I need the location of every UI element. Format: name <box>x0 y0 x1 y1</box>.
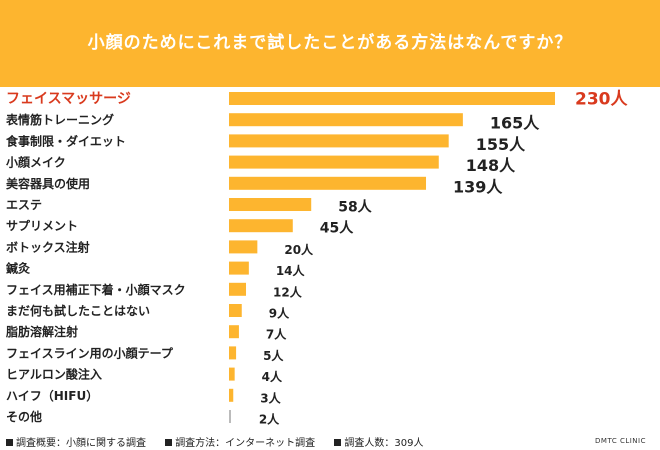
square-bullet-icon <box>165 439 173 446</box>
value-label: 20人 <box>284 242 314 257</box>
bar <box>229 304 242 317</box>
category-label: ボトックス注射 <box>6 239 90 254</box>
bar <box>229 282 247 296</box>
value-label: 165人 <box>490 114 540 133</box>
category-label: 鍼灸 <box>6 261 30 276</box>
header-banner <box>0 0 660 87</box>
survey-footer: 調査概要：小顔に関する調査 調査方法：インターネット調査 調査人数：309人 <box>6 434 439 449</box>
category-label: 脂肪溶解注射 <box>5 324 78 339</box>
bar <box>229 410 231 423</box>
category-label: 食事制限・ダイエット <box>5 133 126 148</box>
bar <box>229 176 427 190</box>
value-label: 139人 <box>453 177 503 196</box>
bar <box>229 198 312 211</box>
footer-item-method: 調査方法：インターネット調査 <box>165 438 315 449</box>
value-label: 58人 <box>338 199 372 216</box>
footer-item-count: 調査人数：309人 <box>334 438 423 449</box>
footer-item-overview: 調査概要：小顔に関する調査 <box>6 438 146 449</box>
category-label: 小顔メイク <box>6 155 66 170</box>
bar <box>229 367 235 381</box>
category-label: 表情筋トレーニング <box>5 112 114 127</box>
value-label: 7人 <box>266 327 287 342</box>
value-label: 45人 <box>320 220 354 237</box>
bar <box>229 155 439 169</box>
value-label: 4人 <box>262 369 283 384</box>
value-label: 3人 <box>260 390 281 405</box>
value-label: 148人 <box>466 156 516 175</box>
value-label: 12人 <box>273 284 303 299</box>
category-label: フェイスマッサージ <box>6 91 131 107</box>
category-label: その他 <box>6 409 42 424</box>
square-bullet-icon <box>334 439 342 446</box>
brand-logo-text: DMTC CLINIC <box>595 437 646 445</box>
bar <box>229 219 293 233</box>
category-label: フェイスライン用の小顔テープ <box>6 345 174 360</box>
bar <box>229 134 449 148</box>
value-label: 14人 <box>276 263 306 278</box>
value-label: 230人 <box>575 90 628 110</box>
bar <box>229 388 234 402</box>
bar <box>229 92 555 105</box>
category-label: フェイス用補正下着・小顔マスク <box>6 282 186 297</box>
category-label: ヒアルロン酸注入 <box>6 367 102 382</box>
value-label: 155人 <box>476 135 526 154</box>
bar <box>229 240 258 254</box>
category-label: ハイフ（HIFU） <box>6 388 98 403</box>
category-label: まだ何も試したことはない <box>6 303 150 318</box>
chart-title: 小顔のためにこれまで試したことがある方法はなんですか？ <box>87 33 573 53</box>
bar <box>229 113 463 127</box>
value-label: 9人 <box>269 306 290 321</box>
value-label: 2人 <box>259 412 280 427</box>
value-label: 5人 <box>263 348 284 363</box>
square-bullet-icon <box>6 439 13 446</box>
category-label: 美容器具の使用 <box>6 176 90 191</box>
bar <box>229 261 249 275</box>
category-label: エステ <box>6 198 42 212</box>
bar <box>229 325 239 339</box>
category-label: サプリメント <box>6 218 78 233</box>
bar <box>229 346 237 360</box>
